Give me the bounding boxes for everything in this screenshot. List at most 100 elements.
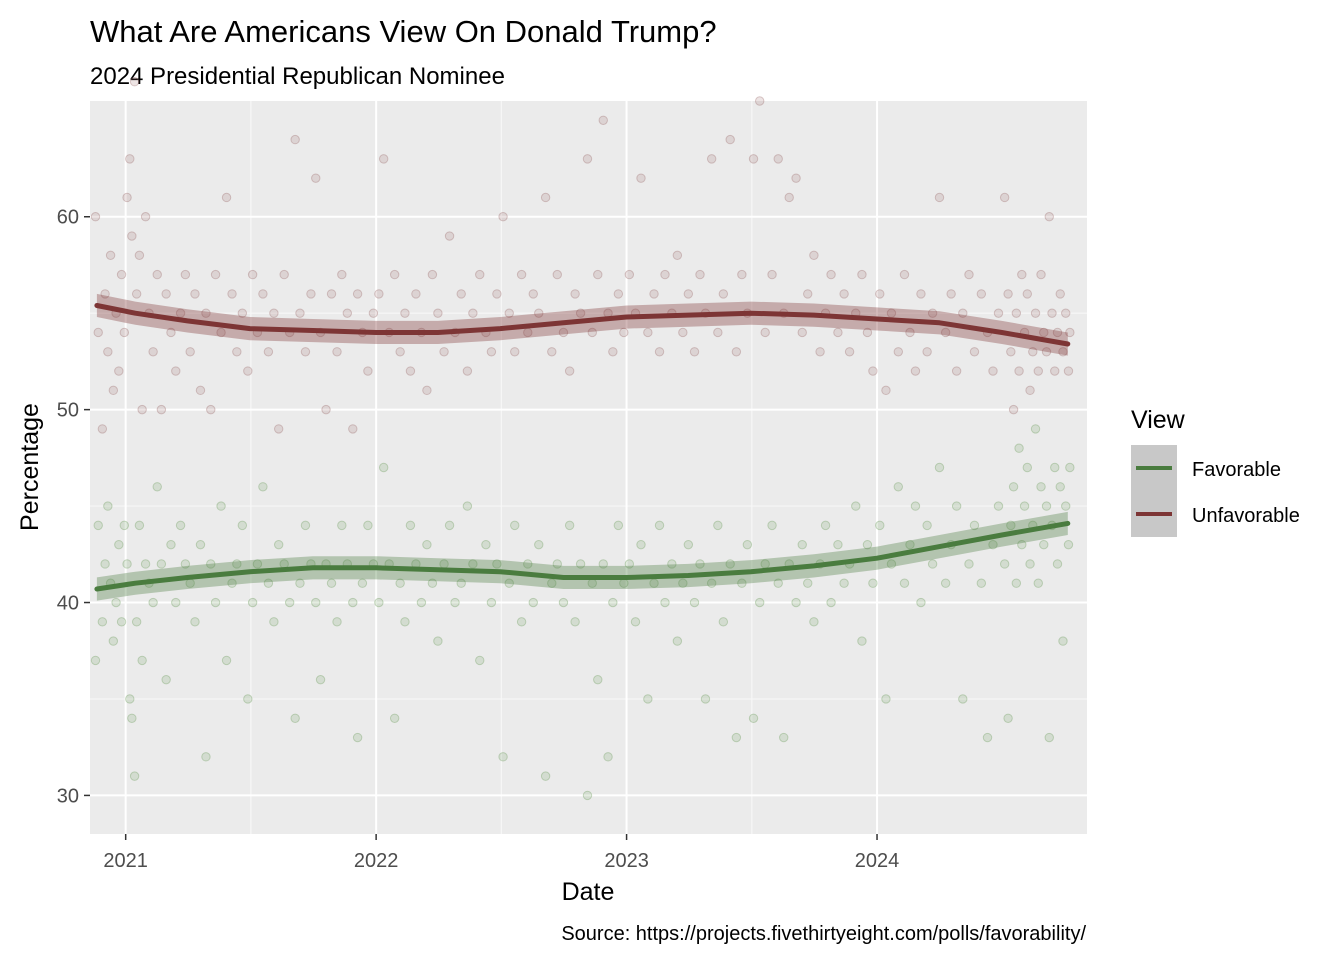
point-unfavorable [582, 154, 593, 164]
point-unfavorable [269, 308, 279, 318]
point-unfavorable [1050, 366, 1060, 376]
point-favorable [803, 578, 813, 588]
point-unfavorable [1052, 327, 1063, 338]
point-unfavorable [1061, 308, 1071, 318]
point-favorable [1065, 462, 1075, 473]
point-favorable [100, 559, 110, 569]
point-favorable [575, 559, 586, 569]
point-unfavorable [839, 289, 849, 299]
legend-label-unfavorable: Unfavorable [1192, 505, 1300, 527]
point-unfavorable [243, 366, 253, 376]
point-unfavorable [643, 327, 653, 338]
point-unfavorable [540, 192, 551, 203]
point-unfavorable [306, 289, 316, 299]
point-favorable [357, 578, 368, 588]
point-favorable [570, 617, 580, 627]
point-favorable [598, 559, 608, 569]
point-favorable [416, 597, 427, 608]
point-favorable [988, 539, 998, 550]
point-unfavorable [152, 269, 162, 280]
point-unfavorable [456, 289, 466, 299]
point-unfavorable [492, 289, 502, 299]
point-unfavorable [247, 269, 258, 280]
point-favorable [1014, 443, 1024, 453]
point-favorable [731, 732, 742, 743]
point-unfavorable [321, 404, 331, 415]
point-favorable [951, 501, 962, 511]
point-favorable [826, 597, 836, 608]
point-unfavorable [216, 327, 226, 338]
point-unfavorable [97, 424, 108, 434]
point-unfavorable [1014, 366, 1024, 376]
point-unfavorable [760, 327, 770, 338]
point-favorable [636, 539, 646, 550]
point-unfavorable [881, 385, 891, 396]
point-unfavorable [731, 347, 742, 357]
trend-line-unfavorable [94, 303, 1071, 347]
confidence-bands [96, 293, 1068, 601]
point-favorable [273, 539, 284, 550]
point-unfavorable [444, 231, 455, 241]
point-favorable [958, 694, 968, 704]
point-favorable [881, 694, 891, 704]
point-unfavorable [516, 269, 527, 280]
point-favorable [868, 578, 878, 588]
point-unfavorable [940, 327, 951, 338]
point-favorable [1036, 482, 1046, 492]
point-favorable [982, 732, 993, 743]
point-unfavorable [1058, 347, 1068, 357]
point-favorable [969, 520, 980, 531]
point-favorable [528, 597, 538, 608]
point-favorable [122, 559, 132, 569]
point-favorable [547, 578, 557, 588]
point-favorable [378, 462, 389, 473]
point-unfavorable [348, 424, 358, 434]
x-tick-label: 2022 [354, 850, 399, 872]
point-unfavorable [815, 347, 825, 357]
point-unfavorable [258, 289, 268, 299]
point-unfavorable [1008, 404, 1019, 415]
point-favorable [1058, 636, 1068, 646]
point-favorable [875, 520, 885, 531]
y-tick-label: 50 [57, 400, 79, 422]
point-unfavorable [927, 308, 938, 318]
x-tick-label: 2023 [604, 850, 649, 872]
point-favorable [468, 559, 478, 569]
point-favorable [558, 597, 569, 608]
point-unfavorable [570, 289, 580, 299]
point-favorable [1030, 424, 1041, 434]
point-favorable [905, 539, 915, 550]
point-favorable [190, 617, 200, 627]
point-favorable [582, 790, 593, 801]
point-favorable [427, 578, 438, 588]
point-favorable [857, 636, 867, 646]
point-favorable [916, 597, 926, 608]
point-unfavorable [1039, 327, 1049, 338]
point-favorable [131, 617, 142, 627]
point-unfavorable [368, 308, 379, 318]
point-unfavorable [844, 347, 855, 357]
point-unfavorable [389, 269, 400, 280]
point-unfavorable [1003, 289, 1013, 299]
point-favorable [725, 559, 735, 569]
point-unfavorable [993, 308, 1004, 318]
point-unfavorable [534, 308, 544, 318]
point-favorable [125, 694, 135, 704]
point-favorable [797, 539, 807, 550]
point-unfavorable [999, 192, 1010, 203]
point-unfavorable [103, 347, 113, 357]
point-unfavorable [528, 289, 538, 299]
point-favorable [1063, 539, 1074, 550]
point-unfavorable [593, 269, 603, 280]
point-favorable [111, 597, 121, 608]
point-favorable [672, 636, 683, 646]
point-unfavorable [713, 327, 723, 338]
point-favorable [326, 578, 337, 588]
point-favorable [700, 694, 711, 704]
point-unfavorable [1011, 308, 1022, 318]
point-favorable [201, 752, 211, 762]
point-unfavorable [552, 269, 562, 280]
point-unfavorable [797, 327, 807, 338]
point-unfavorable [660, 269, 670, 280]
point-unfavorable [1063, 366, 1074, 376]
